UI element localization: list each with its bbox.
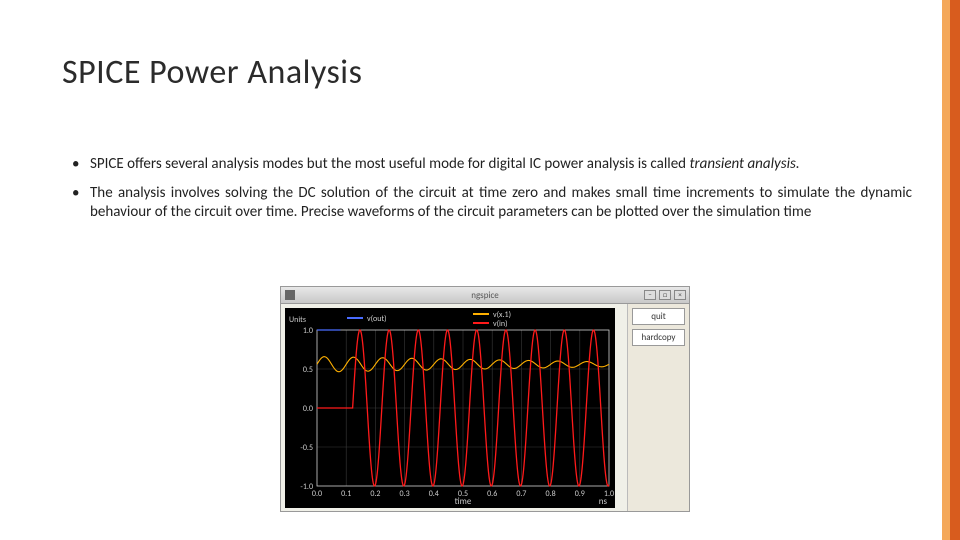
max-button[interactable]: □ <box>659 290 671 300</box>
svg-text:1.0: 1.0 <box>303 326 313 336</box>
window-titlebar[interactable]: ngspice – □ × <box>280 286 690 304</box>
ngspice-window: ngspice – □ × 0.00.10.20.30.40.50.60.70.… <box>280 286 690 516</box>
svg-text:-0.5: -0.5 <box>300 443 313 453</box>
svg-text:0.1: 0.1 <box>341 489 351 499</box>
bullet-item: SPICE offers several analysis modes but … <box>72 155 912 174</box>
waveform-chart: 0.0 0.1 0.2 0.3 0.4 0.5 0.6 0.7 0.8 0.9 1.0 -1.0 -0.… <box>285 308 615 508</box>
close-button[interactable]: × <box>674 290 686 300</box>
svg-text:0.9: 0.9 <box>575 489 585 499</box>
svg-text:0.4: 0.4 <box>429 489 439 499</box>
svg-text:0.8: 0.8 <box>546 489 556 499</box>
svg-text:-1.0: -1.0 <box>300 482 313 492</box>
bullet-list: SPICE offers several analysis modes but … <box>72 155 912 231</box>
slide: SPICE Power Analysis SPICE offers severa… <box>0 0 960 540</box>
svg-text:0.0: 0.0 <box>303 404 313 414</box>
min-button[interactable]: – <box>644 290 656 300</box>
svg-text:v(out): v(out) <box>367 314 387 324</box>
window-body: 0.0 0.1 0.2 0.3 0.4 0.5 0.6 0.7 0.8 0.9 1.0 -1.0 -0.… <box>280 304 690 512</box>
window-title: ngspice <box>471 290 499 301</box>
side-panel: quit hardcopy <box>627 304 689 511</box>
accent-bar <box>942 0 960 540</box>
plot-region: 0.0 0.1 0.2 0.3 0.4 0.5 0.6 0.7 0.8 0.9 1.0 -1.0 -0.… <box>281 304 627 511</box>
slide-title: SPICE Power Analysis <box>62 52 362 93</box>
quit-button[interactable]: quit <box>632 308 685 325</box>
svg-text:Units: Units <box>289 315 306 325</box>
hardcopy-button[interactable]: hardcopy <box>632 329 685 346</box>
svg-text:time: time <box>455 496 472 507</box>
window-buttons: – □ × <box>644 290 686 300</box>
svg-text:ns: ns <box>599 496 608 507</box>
svg-text:0.6: 0.6 <box>487 489 497 499</box>
svg-text:0.3: 0.3 <box>400 489 410 499</box>
bullet-item: The analysis involves solving the DC sol… <box>72 184 912 222</box>
svg-text:0.7: 0.7 <box>516 489 526 499</box>
svg-text:0.2: 0.2 <box>370 489 380 499</box>
svg-text:0.5: 0.5 <box>303 365 313 375</box>
app-icon <box>285 290 295 300</box>
svg-text:v(in): v(in) <box>493 319 508 329</box>
svg-text:0.0: 0.0 <box>312 489 322 499</box>
